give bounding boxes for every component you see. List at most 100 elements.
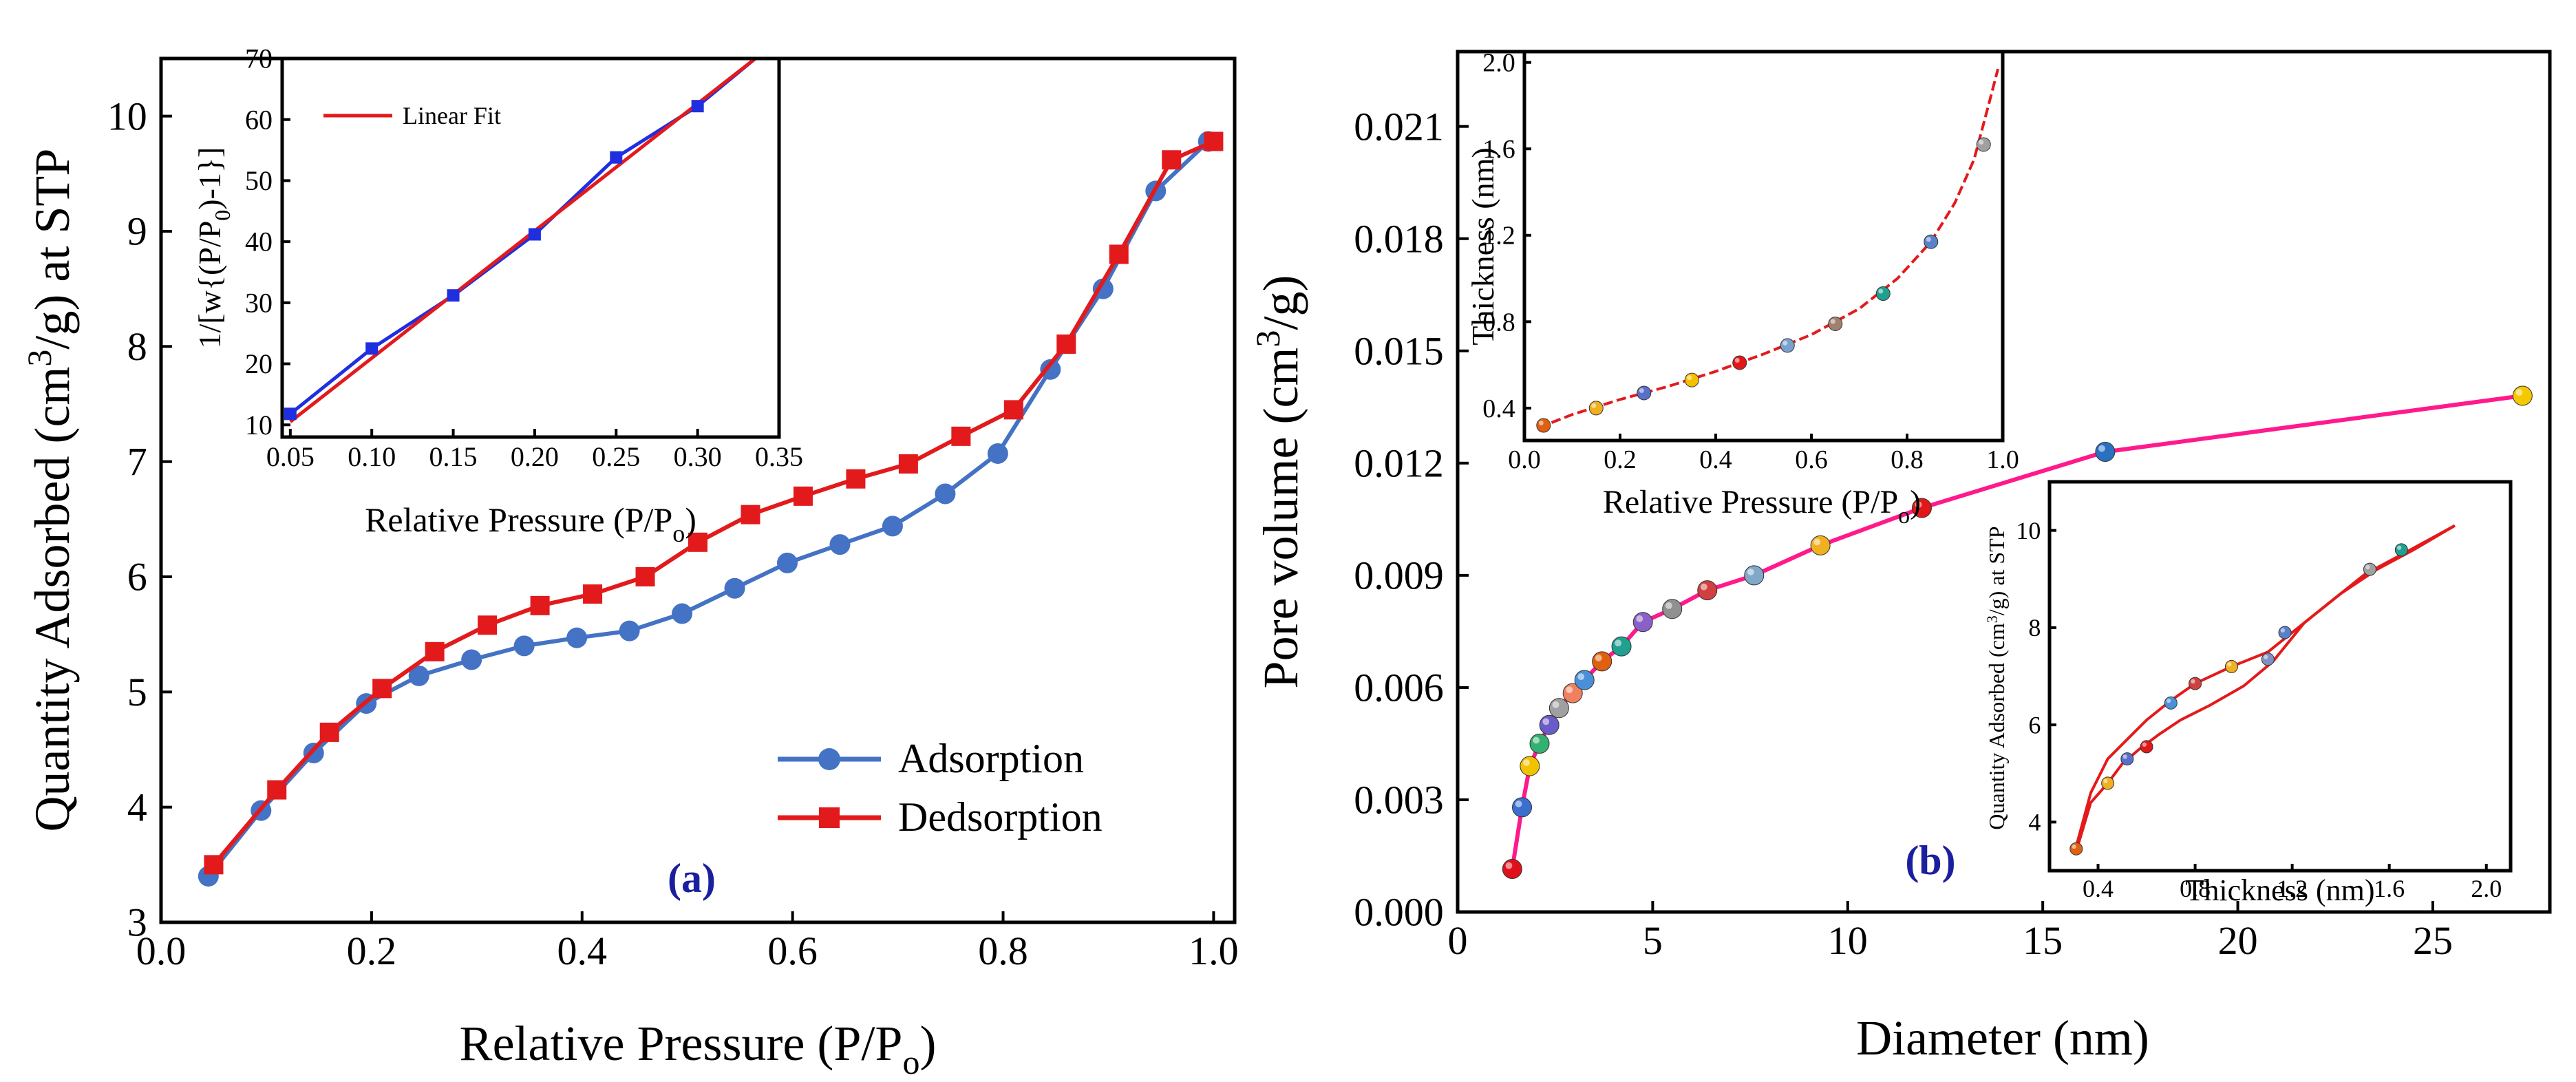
panel-b-ytick-label: 0.009: [1354, 553, 1444, 598]
legend-desorption-label: Dedsorption: [898, 794, 1103, 840]
pore-volume-point-highlight: [1552, 701, 1560, 708]
adsorption-point: [461, 649, 482, 670]
pore-volume-point-highlight: [1566, 686, 1573, 694]
panel-b-ytick-label: 0.000: [1354, 890, 1444, 935]
inset-a-xtick-label: 0.05: [266, 441, 315, 472]
panel-b-inset-bottom: 0.4 0.8 1.2 1.6 2.0 4 6 8 10 Thickness (nm) Qua…: [1983, 480, 2513, 907]
panel-a-xtick-label: 1.0: [1189, 929, 1239, 973]
adsorption-point: [724, 577, 745, 599]
inset-b-top-ytick-label: 2.0: [1482, 49, 1515, 78]
inset-b-top-ytick-label: 1.2: [1482, 222, 1515, 251]
inset-b-top-point: [1536, 418, 1551, 433]
inset-b-bottom-xtick-label: 1.2: [2277, 875, 2308, 902]
desorption-point: [267, 780, 287, 800]
inset-b-top-point: [1976, 137, 1991, 152]
inset-b-bottom-ytick-label: 6: [2028, 711, 2041, 739]
inset-b-bottom-border: [2047, 480, 2513, 873]
inset-b-top-point-highlight: [1830, 319, 1835, 324]
inset-b-bottom-point: [2363, 562, 2376, 576]
inset-b-top-ytick-label: 0.4: [1482, 394, 1515, 423]
inset-b-bottom-plot-area: [2069, 524, 2456, 856]
pore-volume-point: [1529, 733, 1550, 754]
inset-b-top-xtick-label: 1.0: [1986, 445, 2019, 474]
inset-b-bottom-point: [2278, 626, 2292, 639]
panel-a-ytick-label: 7: [127, 439, 147, 484]
adsorption-point: [619, 620, 640, 641]
inset-b-bottom-point: [2261, 653, 2275, 666]
pore-volume-point-highlight: [1915, 501, 1922, 509]
desorption-point: [583, 584, 603, 604]
panel-a-x-ticks: 0.0 0.2 0.4 0.6 0.8 1.0: [136, 911, 1239, 973]
panel-a-ytick-label: 5: [127, 670, 147, 714]
inset-a-legend-label: Linear Fit: [403, 102, 501, 129]
desorption-point: [1003, 400, 1023, 420]
desorption-point: [1162, 150, 1182, 170]
inset-a-point: [756, 46, 769, 59]
inset-b-bottom-x-ticks: 0.4 0.8 1.2 1.6 2.0: [2083, 864, 2502, 902]
inset-a-point: [447, 289, 460, 302]
pore-volume-point: [1512, 797, 1533, 818]
inset-b-top-point-highlight: [1538, 421, 1544, 426]
inset-b-bottom-xlabel: Thickness (nm): [2186, 873, 2375, 907]
pore-volume-point-highlight: [1615, 639, 1622, 647]
inset-a-xtick-label: 0.30: [674, 441, 722, 472]
panel-b: 0 5 10 15 20 25 0.0000.0030.0060.0090.0120.01…: [1248, 49, 2552, 1065]
panel-b-xtick-label: 25: [2413, 918, 2453, 963]
pore-volume-point: [2095, 442, 2116, 463]
legend-adsorption-label: Adsorption: [898, 736, 1084, 781]
pore-volume-point: [1520, 756, 1540, 776]
pore-volume-point-highlight: [1665, 602, 1672, 609]
inset-a-ytick-label: 50: [245, 165, 273, 196]
inset-b-top-point-highlight: [1979, 139, 1984, 145]
adsorption-point: [777, 552, 798, 573]
inset-b-bottom-point: [2164, 696, 2178, 710]
inset-b-top-x-ticks: 0.0 0.2 0.4 0.6 0.8 1.0: [1508, 434, 2019, 474]
inset-b-top-xlabel: Relative Pressure (P/Po): [1603, 484, 1921, 529]
desorption-point: [319, 722, 339, 742]
inset-b-top-ytick-label: 1.6: [1482, 135, 1515, 164]
inset-a-ytick-label: 40: [245, 226, 273, 257]
inset-a-clip-group: [284, 46, 769, 423]
inset-b-bottom-point: [2224, 659, 2238, 673]
desorption-point: [898, 454, 918, 474]
desorption-point: [1056, 334, 1076, 354]
legend-desorption-marker: [819, 807, 840, 828]
panel-b-plot-area: [1502, 385, 2533, 879]
panel-b-ytick-label: 0.003: [1354, 778, 1444, 823]
inset-b-bottom-point: [2101, 776, 2115, 790]
panel-a-ytick-label: 9: [127, 209, 147, 254]
inset-b-top-xtick-label: 0.4: [1699, 445, 1732, 474]
inset-b-bottom-point-highlight: [2264, 655, 2268, 659]
inset-a-point: [284, 407, 297, 421]
inset-b-bottom-xtick-label: 2.0: [2471, 875, 2502, 902]
desorption-point: [1109, 244, 1129, 264]
inset-b-bottom-point-highlight: [2122, 754, 2127, 759]
inset-a-plot-area: [284, 46, 769, 423]
inset-b-top-point-highlight: [1639, 388, 1644, 393]
desorption-point: [1204, 131, 1224, 151]
panel-a-xtick-label: 0.6: [767, 929, 818, 973]
inset-a-x-ticks: 0.05 0.10 0.15 0.20 0.25 0.30 0.35: [266, 429, 803, 472]
inset-b-bottom-frame: [2047, 480, 2513, 873]
desorption-point: [530, 595, 550, 615]
inset-b-bottom-point: [2140, 740, 2153, 754]
panel-b-ytick-label: 0.012: [1354, 441, 1444, 486]
inset-b-top-xtick-label: 0.0: [1508, 445, 1541, 474]
inset-b-bottom-point-highlight: [2072, 844, 2076, 849]
panel-b-ytick-label: 0.015: [1354, 329, 1444, 374]
inset-a-xtick-label: 0.35: [755, 441, 803, 472]
pore-volume-point-highlight: [1747, 569, 1754, 575]
inset-a-border: [280, 56, 781, 439]
pore-volume-point-highlight: [1515, 800, 1522, 807]
pore-volume-point: [1592, 651, 1612, 672]
inset-b-bottom-xtick-label: 0.4: [2083, 875, 2114, 902]
panel-b-label: (b): [1905, 838, 1955, 883]
inset-b-top-y-ticks: 0.4 0.8 1.2 1.6 2.0: [1482, 49, 1531, 423]
panel-a: 0.0 0.2 0.4 0.6 0.8 1.0 3 4 5 6 7 8 9 10 Relative Pr…: [20, 43, 1239, 1081]
pore-volume-point-highlight: [1533, 736, 1540, 744]
panel-a-inset: 0.05 0.10 0.15 0.20 0.25 0.30 0.35 10 20 30 40 50 6…: [192, 43, 803, 547]
panel-b-xtick-label: 10: [1828, 918, 1868, 963]
inset-a-ytick-label: 70: [245, 43, 273, 74]
desorption-point: [951, 426, 971, 446]
inset-b-top-point: [1732, 355, 1747, 370]
